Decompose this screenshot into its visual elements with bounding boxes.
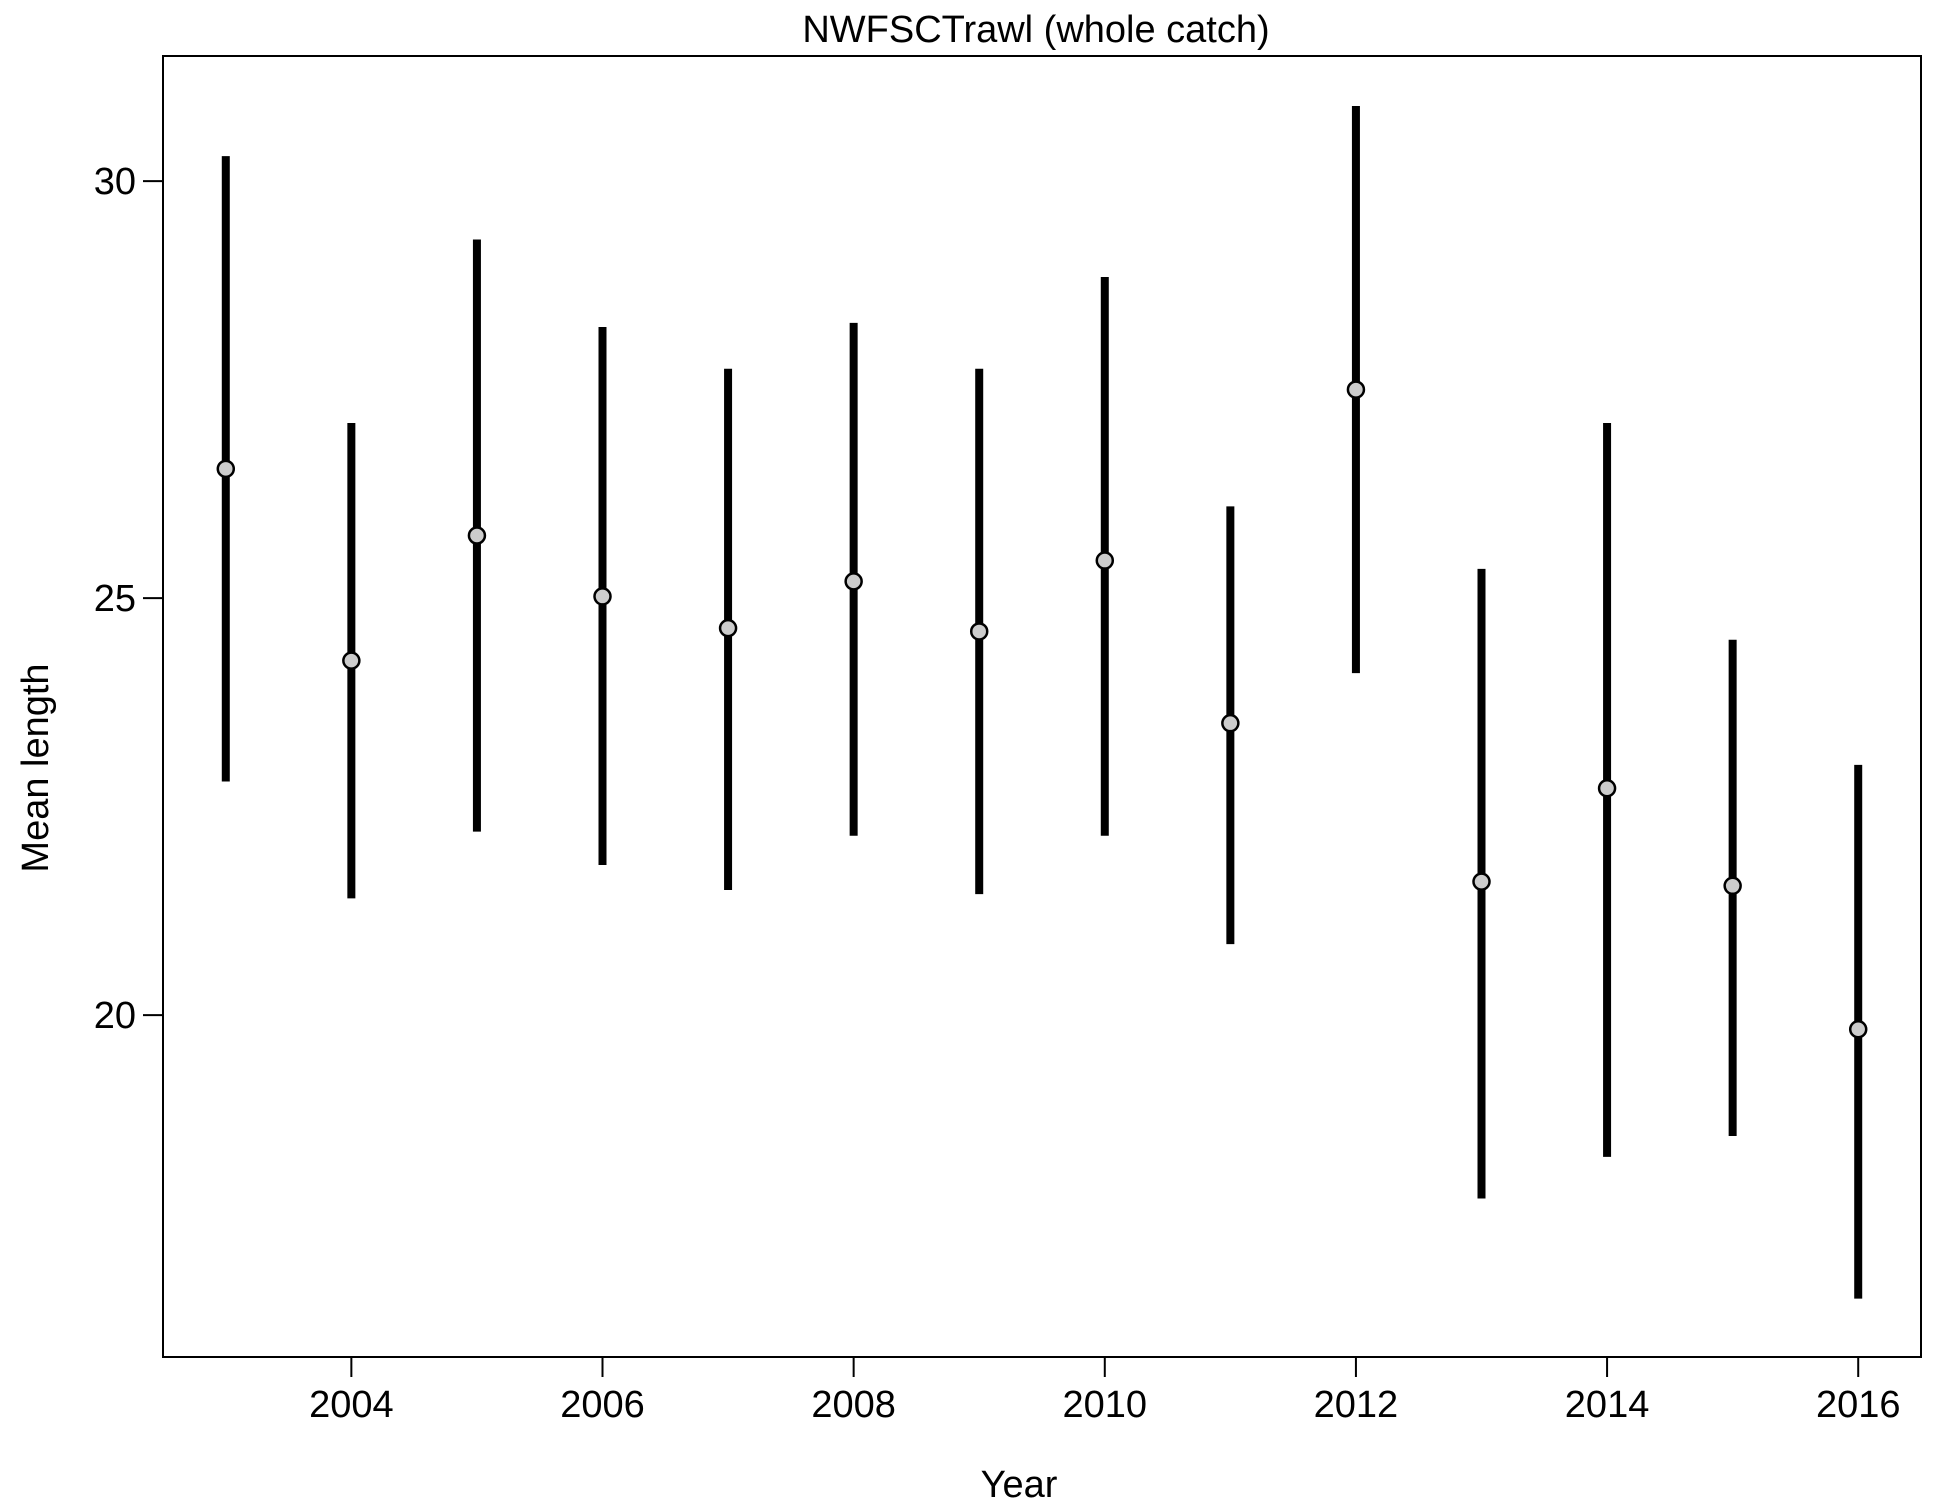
chart-title: NWFSCTrawl (whole catch) <box>802 9 1269 51</box>
data-point <box>593 587 612 606</box>
data-point <box>1346 380 1366 399</box>
x-tick-label: 2008 <box>811 1384 896 1426</box>
y-axis-label: Mean length <box>15 663 57 872</box>
x-tick-label: 2004 <box>309 1384 394 1426</box>
y-axis: 20 25 30 <box>94 161 163 1037</box>
y-tick-label: 25 <box>94 578 136 620</box>
x-tick-label: 2012 <box>1314 1384 1399 1426</box>
y-tick-label: 30 <box>94 161 136 203</box>
error-bars <box>221 106 1863 1299</box>
data-point <box>1221 713 1240 733</box>
x-axis: 2004 2006 2008 2010 2012 2014 2016 <box>309 1357 1900 1426</box>
data-points <box>216 380 1868 1039</box>
data-point <box>467 526 487 545</box>
data-point <box>1095 551 1115 570</box>
data-point <box>216 459 236 479</box>
data-point <box>342 651 361 670</box>
x-tick-label: 2016 <box>1816 1384 1901 1426</box>
x-tick-label: 2006 <box>560 1384 645 1426</box>
plot-frame <box>162 55 1922 1358</box>
data-point <box>1472 872 1491 891</box>
data-point <box>1723 876 1742 896</box>
data-point <box>718 618 738 638</box>
x-axis-label: Year <box>981 1464 1058 1500</box>
data-point <box>1597 778 1617 798</box>
data-point <box>1848 1019 1868 1039</box>
x-tick-label: 2014 <box>1565 1384 1650 1426</box>
data-point <box>844 572 863 591</box>
y-tick-label: 20 <box>94 995 136 1037</box>
x-tick-label: 2010 <box>1063 1384 1148 1426</box>
data-point <box>969 622 989 641</box>
